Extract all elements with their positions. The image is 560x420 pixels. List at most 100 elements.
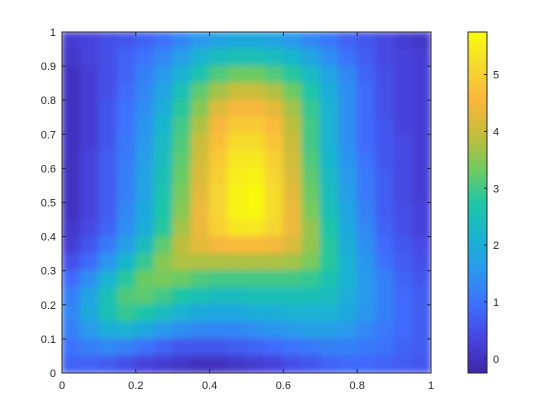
heatmap-cell: [172, 48, 192, 67]
heatmap-cell: [393, 236, 414, 255]
heatmap-cell: [375, 304, 395, 323]
colorbar: 0 1 2 3 4 5: [467, 31, 499, 374]
heatmap-cell: [135, 338, 155, 357]
heatmap-cell: [282, 355, 303, 373]
heatmap-cell: [227, 167, 247, 186]
heatmap-cell: [393, 270, 414, 289]
heatmap-cell: [282, 287, 303, 306]
heatmap-cell: [338, 150, 358, 169]
heatmap-cell: [264, 82, 284, 101]
heatmap-cell: [116, 133, 137, 152]
heatmap-cell: [412, 116, 431, 135]
heatmap-cell: [116, 304, 137, 323]
heatmap-cell: [375, 133, 395, 152]
heatmap-cell: [301, 99, 321, 118]
heatmap-cell: [79, 184, 100, 203]
heatmap-cell: [246, 202, 266, 221]
heatmap-cell: [79, 321, 100, 340]
heatmap-cell: [79, 48, 100, 67]
heatmap-cell: [282, 184, 303, 203]
heatmap-cell: [338, 236, 358, 255]
heatmap-cell: [153, 65, 174, 84]
heatmap-cell: [375, 287, 395, 306]
heatmap-cell: [338, 65, 358, 84]
heatmap-cell: [301, 150, 321, 169]
heatmap-cell: [264, 338, 284, 357]
heatmap-cell: [135, 82, 155, 101]
heatmap-cell: [62, 304, 81, 323]
heatmap-cell: [62, 202, 81, 221]
heatmap-cell: [190, 32, 211, 50]
heatmap-cell: [190, 321, 211, 340]
heatmap-cell: [264, 184, 284, 203]
heatmap-cell: [375, 202, 395, 221]
heatmap-cell: [153, 116, 174, 135]
heatmap-cell: [190, 48, 211, 67]
heatmap-cell: [282, 150, 303, 169]
heatmap-cell: [135, 219, 155, 238]
heatmap-cell: [375, 236, 395, 255]
heatmap-cell: [98, 287, 118, 306]
heatmap-cell: [412, 270, 431, 289]
heatmap-cell: [209, 116, 229, 135]
heatmap-cell: [79, 82, 100, 101]
heatmap-cell: [375, 116, 395, 135]
heatmap-cell: [319, 219, 340, 238]
heatmap-cell: [98, 116, 118, 135]
heatmap-cell: [246, 116, 266, 135]
heatmap-cell: [246, 184, 266, 203]
heatmap-cell: [98, 82, 118, 101]
heatmap-cell: [98, 167, 118, 186]
heatmap-cell: [135, 202, 155, 221]
heatmap-cell: [135, 270, 155, 289]
heatmap-cell: [393, 338, 414, 357]
heatmap-cell: [79, 253, 100, 272]
heatmap-cell: [264, 270, 284, 289]
heatmap-cell: [227, 150, 247, 169]
heatmap-cell: [62, 355, 81, 373]
heatmap-cell: [135, 48, 155, 67]
heatmap-cell: [153, 338, 174, 357]
heatmap-cell: [301, 82, 321, 101]
heatmap-cell: [356, 304, 377, 323]
heatmap-cell: [62, 65, 81, 84]
heatmap-cell: [116, 338, 137, 357]
heatmap-cell: [282, 65, 303, 84]
heatmap-cell: [356, 202, 377, 221]
heatmap-cell: [190, 270, 211, 289]
heatmap-cell: [227, 304, 247, 323]
heatmap-cell: [209, 184, 229, 203]
heatmap-cell: [79, 133, 100, 152]
heatmap-cell: [264, 32, 284, 50]
heatmap-cell: [153, 355, 174, 373]
y-tick-label: 0.7: [41, 129, 56, 141]
heatmap-cell: [135, 99, 155, 118]
heatmap-cell: [301, 287, 321, 306]
heatmap-cell: [264, 99, 284, 118]
heatmap-cell: [135, 355, 155, 373]
heatmap-cell: [301, 116, 321, 135]
heatmap-cell: [246, 304, 266, 323]
heatmap-cell: [227, 338, 247, 357]
heatmap-cell: [135, 304, 155, 323]
heatmap-cell: [338, 82, 358, 101]
heatmap-cell: [79, 219, 100, 238]
heatmap-cell: [190, 338, 211, 357]
heatmap-cell: [190, 184, 211, 203]
heatmap-cell: [98, 202, 118, 221]
heatmap-cell: [62, 338, 81, 357]
heatmap-cell: [209, 338, 229, 357]
heatmap-cell: [116, 287, 137, 306]
heatmap-cell: [190, 355, 211, 373]
heatmap-cell: [412, 48, 431, 67]
heatmap-cell: [338, 32, 358, 50]
heatmap-cell: [79, 202, 100, 221]
heatmap-cell: [209, 321, 229, 340]
heatmap-cell: [227, 99, 247, 118]
heatmap-cell: [172, 253, 192, 272]
heatmap-cell: [79, 32, 100, 50]
heatmap-cell: [62, 150, 81, 169]
heatmap-cell: [301, 236, 321, 255]
heatmap-cell: [135, 32, 155, 50]
heatmap-cell: [98, 219, 118, 238]
